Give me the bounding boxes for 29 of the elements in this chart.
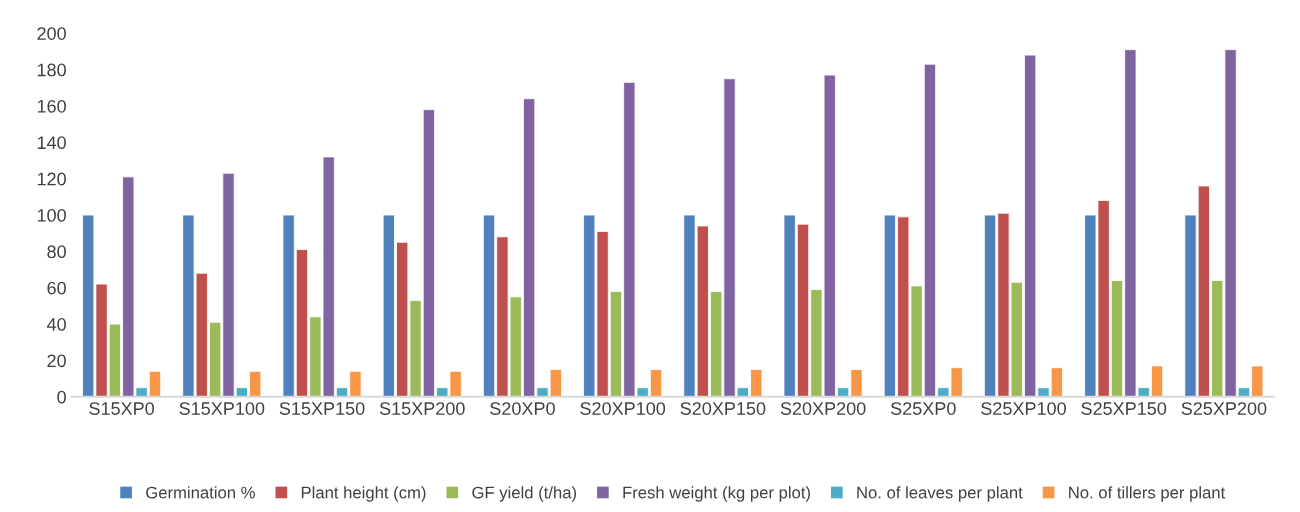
y-tick-label: 200 (37, 27, 66, 40)
legend-label: Plant height (cm) (301, 486, 426, 502)
x-tick-label: S15XP0 (89, 402, 155, 415)
x-tick-label: S15XP150 (279, 402, 365, 415)
x-tick-label: S25XP100 (981, 402, 1066, 415)
x-tick-label: S25XP200 (1181, 402, 1267, 415)
x-tick-label: S25XP0 (890, 402, 956, 415)
y-tick-label: 80 (47, 245, 66, 259)
legend-label: Fresh weight (kg per plot) (623, 486, 810, 502)
legend-label: Germination % (146, 486, 255, 499)
x-tick-label: S20XP0 (490, 402, 555, 415)
x-tick-label: S15XP200 (379, 402, 465, 415)
legend-label: No. of leaves per plant (857, 486, 1023, 502)
x-tick-label: S20XP100 (580, 402, 666, 415)
x-tick-label: S25XP150 (1081, 402, 1167, 415)
x-tick-label: S20XP200 (780, 402, 866, 415)
y-tick-label: 100 (37, 208, 66, 222)
y-tick-label: 120 (37, 172, 66, 186)
legend-label: GF yield (t/ha) (472, 486, 577, 502)
y-tick-label: 60 (47, 281, 66, 295)
x-tick-label: S15XP100 (179, 402, 265, 415)
y-tick-label: 160 (37, 99, 66, 113)
y-tick-label: 140 (37, 136, 66, 150)
y-tick-label: 0 (57, 390, 66, 404)
y-tick-label: 20 (47, 354, 66, 368)
legend-label: No. of tillers per plant (1069, 486, 1226, 502)
y-tick-label: 40 (46, 318, 66, 331)
y-tick-label: 180 (37, 63, 66, 77)
x-tick-label: S20XP150 (680, 402, 766, 415)
